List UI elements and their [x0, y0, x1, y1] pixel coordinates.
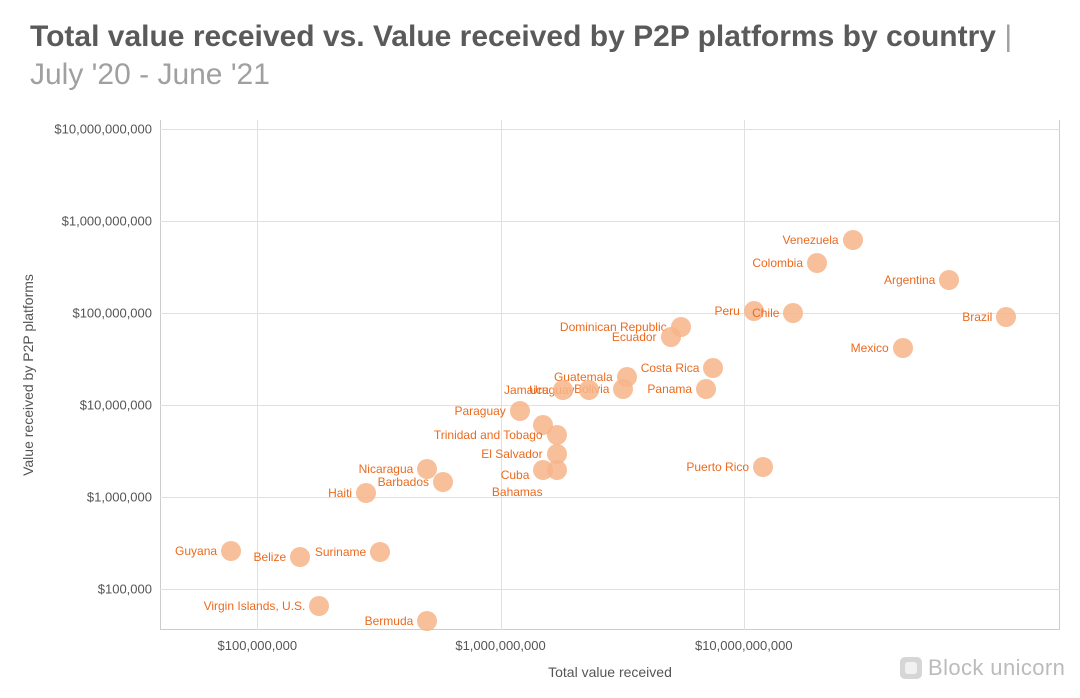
y-gridline: [160, 129, 1060, 130]
data-point: [893, 338, 913, 358]
data-point-label: Paraguay: [454, 404, 505, 418]
y-tick-label: $10,000,000: [80, 397, 152, 412]
data-point: [221, 541, 241, 561]
wechat-icon: [900, 657, 922, 679]
data-point-label: Mexico: [851, 341, 889, 355]
y-gridline: [160, 589, 1060, 590]
y-gridline: [160, 313, 1060, 314]
y-tick-label: $100,000: [98, 581, 152, 596]
y-tick-label: $1,000,000: [87, 489, 152, 504]
data-point: [553, 380, 573, 400]
data-point: [510, 401, 530, 421]
data-point-label: Bermuda: [365, 614, 414, 628]
data-point: [807, 253, 827, 273]
y-tick-label: $1,000,000,000: [62, 214, 152, 229]
y-gridline: [160, 221, 1060, 222]
plot-area: Venezuela Colombia Argentina Brazil Peru Chil…: [160, 120, 1060, 630]
data-point: [547, 460, 567, 480]
data-point-label: Trinidad and Tobago: [434, 428, 543, 442]
data-point-label: Puerto Rico: [686, 460, 749, 474]
data-point-label: Peru: [715, 304, 740, 318]
data-point-label: Jamaica: [504, 383, 549, 397]
watermark-text: Block unicorn: [928, 655, 1065, 681]
data-point: [579, 380, 599, 400]
x-tick-label: $100,000,000: [218, 638, 298, 653]
data-point: [753, 457, 773, 477]
x-gridline: [744, 120, 745, 630]
y-tick-label: $10,000,000,000: [54, 122, 152, 137]
data-point-label: Chile: [752, 306, 779, 320]
data-point-label: Panama: [647, 382, 692, 396]
data-point: [661, 327, 681, 347]
y-gridline: [160, 405, 1060, 406]
data-point-label: Costa Rica: [641, 361, 700, 375]
data-point: [547, 425, 567, 445]
data-point-label: Barbados: [378, 475, 429, 489]
data-point-label: Cuba: [501, 468, 530, 482]
data-point: [370, 542, 390, 562]
data-point-label: Colombia: [752, 256, 803, 270]
data-point-label: Argentina: [884, 273, 935, 287]
data-point-label: Haiti: [328, 486, 352, 500]
data-point: [417, 611, 437, 631]
data-point: [613, 379, 633, 399]
x-tick-label: $1,000,000,000: [455, 638, 545, 653]
scatter-chart: Venezuela Colombia Argentina Brazil Peru Chil…: [0, 0, 1080, 698]
data-point-label: Bahamas: [492, 485, 543, 499]
data-point: [783, 303, 803, 323]
data-point-label: Brazil: [962, 310, 992, 324]
data-point-label: Suriname: [315, 545, 366, 559]
data-point-label: Ecuador: [612, 330, 657, 344]
data-point-label: Belize: [253, 550, 286, 564]
data-point: [703, 358, 723, 378]
data-point: [356, 483, 376, 503]
data-point: [696, 379, 716, 399]
data-point: [433, 472, 453, 492]
y-tick-label: $100,000,000: [72, 305, 152, 320]
data-point: [843, 230, 863, 250]
watermark: Block unicorn: [900, 655, 1065, 681]
data-point-label: Guyana: [175, 544, 217, 558]
x-axis-title: Total value received: [548, 664, 672, 680]
data-point-label: El Salvador: [481, 447, 542, 461]
y-gridline: [160, 497, 1060, 498]
data-point-label: Venezuela: [783, 233, 839, 247]
x-tick-label: $10,000,000,000: [695, 638, 793, 653]
y-axis-title: Value received by P2P platforms: [20, 274, 36, 476]
data-point-label: Virgin Islands, U.S.: [204, 599, 306, 613]
x-gridline: [501, 120, 502, 630]
data-point: [309, 596, 329, 616]
data-point: [996, 307, 1016, 327]
data-point: [939, 270, 959, 290]
data-point: [290, 547, 310, 567]
